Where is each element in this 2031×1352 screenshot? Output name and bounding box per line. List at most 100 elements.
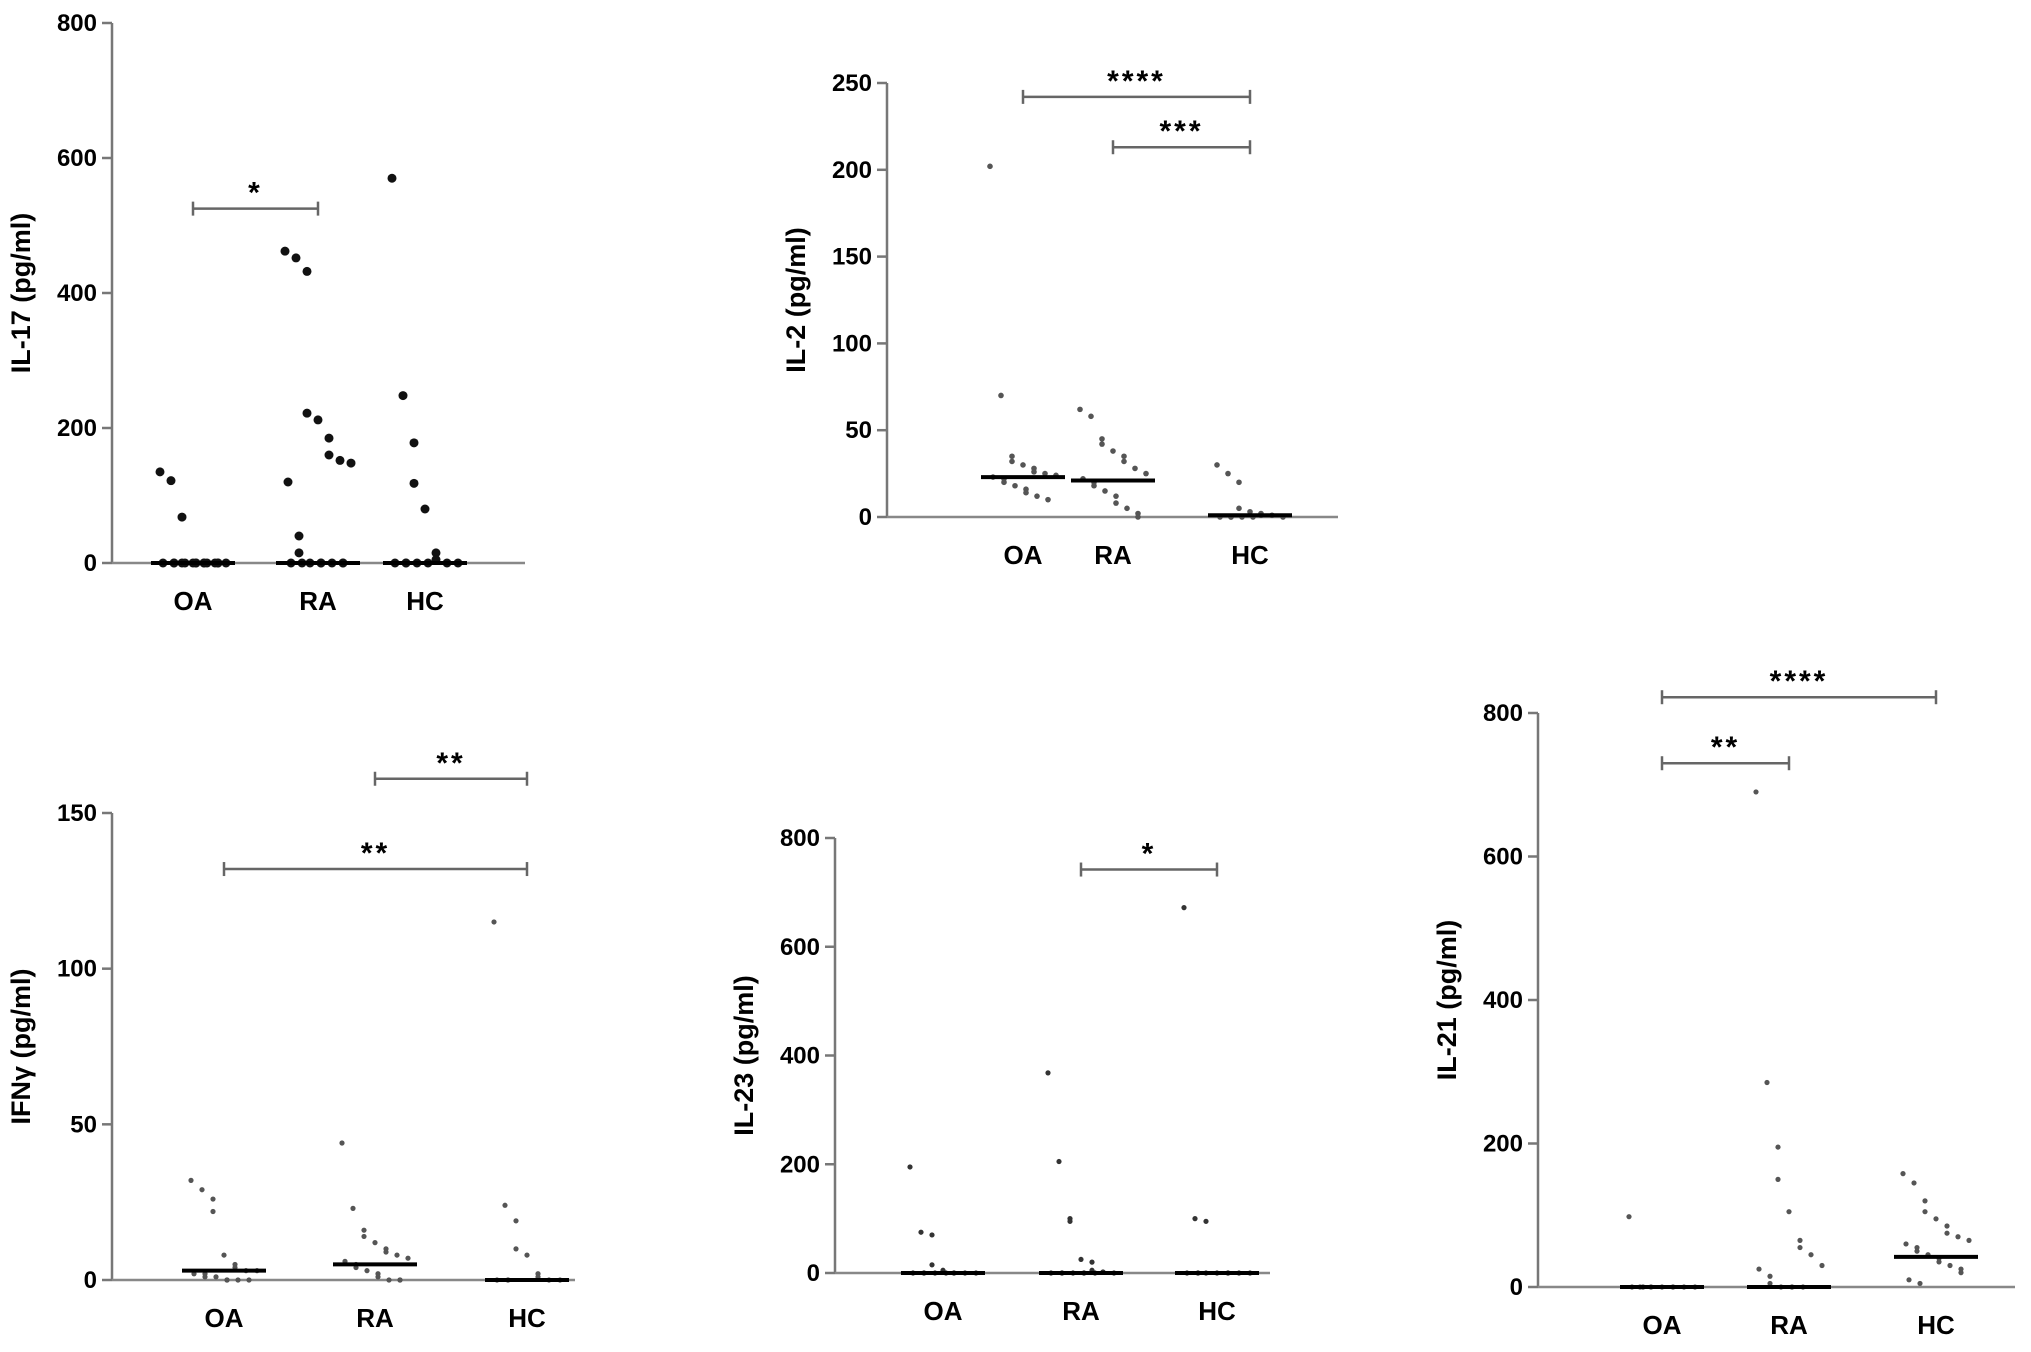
y-tick-label: 400: [1483, 987, 1523, 1014]
data-point: [1181, 905, 1187, 911]
data-point: [1626, 1214, 1632, 1220]
x-category-label-hc: HC: [1917, 1310, 1955, 1340]
y-tick-label: 0: [84, 1267, 97, 1294]
series-oa: [981, 163, 1065, 503]
significance-bracket: ****: [1021, 65, 1252, 104]
x-category-label-ra: RA: [356, 1303, 394, 1333]
data-point: [1906, 1277, 1912, 1283]
significance-bracket: **: [373, 747, 529, 786]
data-point: [1900, 1171, 1906, 1177]
data-point: [987, 163, 993, 170]
data-point: [907, 1164, 913, 1170]
y-axis-title: IL-2 (pg/ml): [781, 227, 811, 372]
data-point: [502, 1202, 508, 1208]
data-point: [346, 458, 356, 468]
significance-label: ***: [1159, 115, 1203, 148]
significance-bracket: **: [1660, 731, 1791, 771]
y-tick-label: 600: [780, 934, 820, 961]
data-point: [364, 1268, 370, 1274]
series-ra: [276, 246, 360, 568]
data-point: [1031, 469, 1037, 475]
data-point: [199, 1187, 205, 1193]
data-point: [210, 1208, 216, 1215]
data-point: [350, 1205, 356, 1211]
series-oa: [182, 1177, 266, 1283]
y-tick-label: 250: [832, 70, 872, 97]
series-hc: [1208, 462, 1292, 520]
data-point: [246, 1277, 252, 1283]
data-point: [324, 450, 334, 460]
data-point: [1099, 436, 1105, 442]
y-tick-label: 100: [832, 330, 872, 357]
data-point: [1067, 1218, 1073, 1224]
data-point: [1767, 1280, 1773, 1287]
data-point: [1124, 505, 1130, 512]
series-ra: [1039, 1070, 1123, 1276]
data-point: [387, 173, 397, 183]
data-point: [1966, 1237, 1972, 1243]
data-point: [1947, 1262, 1953, 1269]
data-point: [1056, 1158, 1062, 1165]
significance-bracket: **: [222, 837, 529, 877]
data-point: [1958, 1270, 1964, 1276]
y-tick-label: 0: [1510, 1274, 1523, 1301]
data-point: [221, 1252, 227, 1258]
data-point: [397, 1277, 403, 1283]
data-point: [405, 1255, 411, 1261]
data-point: [1236, 505, 1242, 512]
chart-il23: 0 200 400 600 800 IL-23 (pg/ml) OA RA HC *: [729, 825, 1270, 1326]
x-category-label-hc: HC: [508, 1303, 546, 1333]
data-point: [202, 1274, 208, 1280]
data-point: [398, 391, 408, 401]
data-point: [1023, 489, 1029, 496]
data-point: [1135, 514, 1141, 520]
data-point: [1903, 1241, 1909, 1247]
data-point: [280, 246, 290, 256]
data-point: [335, 455, 345, 465]
data-point: [1917, 1280, 1923, 1287]
data-point: [294, 548, 304, 558]
x-category-label-oa: OA: [205, 1303, 244, 1333]
data-point: [1914, 1248, 1920, 1254]
data-point: [1911, 1180, 1917, 1186]
data-point: [1091, 482, 1097, 489]
x-category-label-ra: RA: [1770, 1310, 1808, 1340]
data-point: [1089, 1259, 1095, 1265]
significance-label: **: [436, 747, 465, 780]
data-point: [1775, 1176, 1781, 1182]
y-tick-label: 400: [780, 1043, 820, 1070]
y-tick-label: 150: [57, 800, 97, 827]
y-tick-label: 150: [832, 244, 872, 271]
data-point: [313, 415, 323, 425]
data-point: [1225, 470, 1231, 477]
y-tick-label: 800: [780, 825, 820, 852]
y-tick-label: 600: [1483, 844, 1523, 871]
data-point: [235, 1277, 241, 1283]
data-point: [361, 1233, 367, 1240]
y-axis-title: IFNγ (pg/ml): [6, 969, 36, 1125]
data-point: [491, 919, 497, 925]
x-category-label-ra: RA: [1062, 1296, 1100, 1326]
series-hc: [485, 919, 569, 1283]
data-point: [1797, 1237, 1803, 1243]
data-point: [1958, 1266, 1964, 1272]
data-point: [166, 476, 176, 486]
data-point: [1786, 1209, 1792, 1215]
x-category-label-hc: HC: [1198, 1296, 1236, 1326]
data-point: [1764, 1079, 1770, 1086]
data-point: [394, 1252, 400, 1258]
x-category-label-ra: RA: [1094, 540, 1132, 570]
y-tick-label: 200: [57, 415, 97, 442]
series-oa: [1620, 1214, 1704, 1290]
data-point: [1914, 1244, 1920, 1251]
data-point: [1102, 488, 1108, 494]
series-oa: [151, 467, 235, 568]
data-point: [524, 1252, 530, 1258]
data-point: [1143, 470, 1149, 477]
data-point: [1077, 406, 1083, 413]
data-point: [302, 266, 312, 276]
significance-label: **: [361, 837, 390, 870]
series-ra: [1747, 789, 1831, 1290]
